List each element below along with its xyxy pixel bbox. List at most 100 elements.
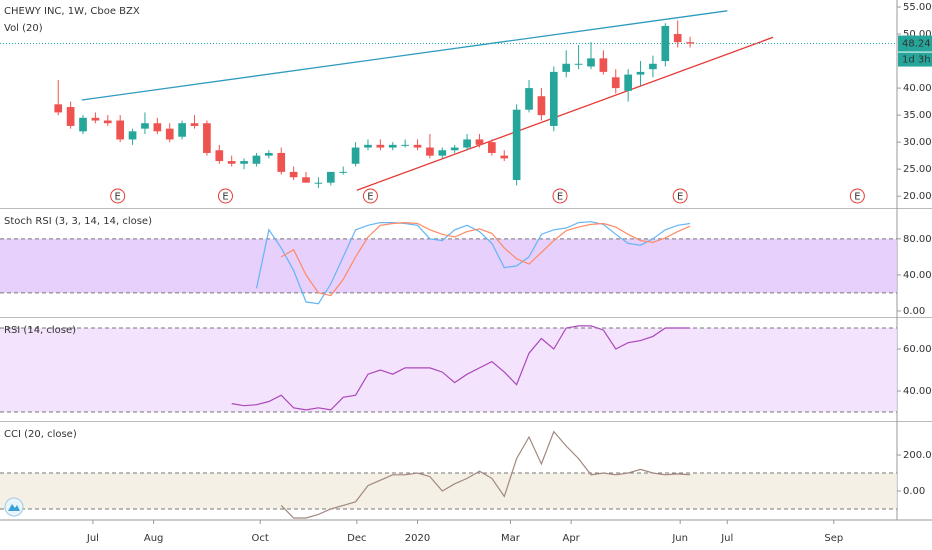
candle-body xyxy=(178,123,186,137)
candle-body xyxy=(165,128,174,140)
x-tick-label: 2020 xyxy=(405,533,430,544)
earnings-label: E xyxy=(677,192,683,203)
earnings-marker xyxy=(849,188,865,204)
band xyxy=(0,238,897,293)
trend-line xyxy=(81,10,728,101)
candle-body xyxy=(103,120,112,124)
x-tick-label: Apr xyxy=(562,533,580,544)
earnings-marker xyxy=(672,188,688,204)
x-tick-label: Jun xyxy=(671,533,688,544)
y-tick-label: 35.00 xyxy=(903,110,932,121)
y-tick-label: 40.00 xyxy=(903,270,932,281)
candle-body xyxy=(314,182,323,184)
y-tick-label: 40.00 xyxy=(903,83,932,94)
candle-body xyxy=(673,34,682,43)
x-tick-label: Dec xyxy=(347,533,366,544)
pane-title: Stoch RSI (3, 3, 14, 14, close) xyxy=(4,216,152,227)
y-tick-label: 50.00 xyxy=(903,29,932,40)
candle-body xyxy=(636,71,645,75)
candle-body xyxy=(289,171,298,178)
candle-body xyxy=(450,147,459,151)
candle-body xyxy=(54,104,63,113)
candle-body xyxy=(426,147,434,156)
x-tick-label: Sep xyxy=(824,533,843,544)
x-tick-label: Jul xyxy=(720,533,733,544)
y-tick-label: 0.00 xyxy=(903,486,925,497)
y-tick-label: 0.00 xyxy=(903,306,925,317)
price-tag xyxy=(898,35,932,52)
candle-body xyxy=(376,144,385,148)
candle-body xyxy=(438,150,447,156)
band xyxy=(0,473,897,510)
candle-body xyxy=(661,25,670,62)
candle-body xyxy=(649,63,657,70)
candle-body xyxy=(587,58,595,67)
y-tick-label: 55.00 xyxy=(903,2,932,13)
candle-body xyxy=(537,96,546,116)
candle-body xyxy=(574,63,583,65)
indicator-line xyxy=(280,430,691,519)
candle-body xyxy=(66,107,75,126)
countdown-label: 1d 3h xyxy=(902,55,931,66)
candle-body xyxy=(562,63,571,72)
candle-body xyxy=(599,58,608,72)
candle-body xyxy=(388,144,397,148)
pane-title: CHEWY INC, 1W, Cboe BZX xyxy=(4,6,140,17)
candle-body xyxy=(302,177,310,183)
candle-body xyxy=(351,147,360,164)
candle-body xyxy=(128,131,137,140)
earnings-label: E xyxy=(854,192,860,203)
candle-body xyxy=(624,74,632,91)
candle-body xyxy=(326,171,335,183)
earnings-marker xyxy=(552,188,568,204)
candle-body xyxy=(611,77,620,89)
y-tick-label: 20.00 xyxy=(903,191,932,202)
candle-body xyxy=(500,155,509,159)
candle-body xyxy=(475,139,484,145)
trend-line xyxy=(356,36,774,191)
candle-body xyxy=(190,123,199,126)
candle-body xyxy=(277,152,286,172)
earnings-marker xyxy=(362,188,378,204)
price-tag-label: 48.24 xyxy=(902,39,931,50)
pane-title: RSI (14, close) xyxy=(4,325,76,336)
x-tick-label: Mar xyxy=(501,533,521,544)
earnings-label: E xyxy=(557,192,563,203)
candle-body xyxy=(252,155,261,164)
candle-body xyxy=(265,152,273,156)
candle-body xyxy=(686,42,694,44)
band xyxy=(0,328,897,413)
candle-body xyxy=(203,123,211,153)
candle-body xyxy=(512,109,521,180)
candle-body xyxy=(91,117,100,121)
candle-body xyxy=(339,171,348,173)
y-tick-label: 200.00 xyxy=(903,450,932,461)
candle-body xyxy=(413,144,422,148)
y-tick-label: 25.00 xyxy=(903,164,932,175)
pane-title: CCI (20, close) xyxy=(4,429,77,440)
y-tick-label: 80.00 xyxy=(903,234,932,245)
x-tick-label: Oct xyxy=(252,533,269,544)
candle-body xyxy=(240,161,248,164)
earnings-label: E xyxy=(222,192,228,203)
candle-body xyxy=(525,88,533,110)
candle-body xyxy=(463,139,471,148)
indicator-line xyxy=(280,221,691,297)
x-tick-label: Aug xyxy=(144,533,164,544)
y-tick-label: 40.00 xyxy=(903,386,932,397)
y-tick-label: 60.00 xyxy=(903,344,932,355)
indicator-line xyxy=(231,325,691,411)
logo-mark xyxy=(8,504,20,511)
candle-body xyxy=(141,123,149,129)
candle-body xyxy=(549,71,558,126)
candle-body xyxy=(116,120,125,140)
earnings-marker xyxy=(110,188,126,204)
y-tick-label: 30.00 xyxy=(903,137,932,148)
candle-body xyxy=(488,142,496,153)
earnings-label: E xyxy=(367,192,373,203)
candle-body xyxy=(153,123,162,132)
countdown-tag xyxy=(898,52,932,67)
indicator-line xyxy=(255,221,691,305)
earnings-marker xyxy=(217,188,233,204)
